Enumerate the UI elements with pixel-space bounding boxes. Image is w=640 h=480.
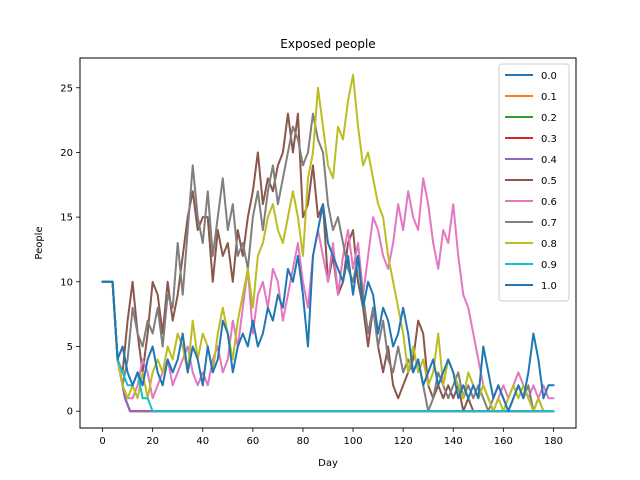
x-axis: 0 20 40 60 80 100 120 140 160 180 [99, 428, 563, 447]
x-tick-label: 60 [246, 436, 259, 447]
legend-label: 0.2 [541, 113, 557, 124]
y-tick-label: 5 [67, 342, 73, 353]
legend: 0.0 0.1 0.2 0.3 0.4 0.5 0.6 0.7 0.8 0.9 1.0 [498, 63, 570, 302]
x-tick-label: 100 [344, 436, 363, 447]
legend-label: 0.9 [541, 260, 557, 271]
legend-frame [498, 63, 570, 302]
legend-label: 0.3 [541, 134, 557, 145]
series-line-1-0 [101, 203, 555, 413]
legend-label: 0.5 [541, 176, 557, 187]
x-tick-label: 160 [494, 436, 513, 447]
y-tick-label: 20 [60, 148, 73, 159]
plot-area [101, 73, 555, 413]
x-tick-label: 180 [544, 436, 563, 447]
x-tick-label: 0 [99, 436, 105, 447]
y-tick-label: 10 [60, 277, 73, 288]
legend-label: 1.0 [541, 281, 557, 292]
series-line-0-7 [101, 112, 555, 413]
series-line-0-6 [101, 177, 555, 413]
x-tick-label: 40 [196, 436, 209, 447]
y-axis-label: People [34, 226, 45, 259]
plot-frame [79, 57, 577, 429]
legend-label: 0.4 [541, 155, 557, 166]
chart-title: Exposed people [280, 37, 375, 51]
x-tick-label: 80 [297, 436, 310, 447]
y-tick-label: 25 [60, 83, 73, 94]
series-line-0-5 [101, 112, 555, 413]
legend-label: 0.7 [541, 218, 557, 229]
legend-label: 0.0 [541, 71, 557, 82]
y-axis: 0 5 10 15 20 25 [60, 83, 80, 418]
legend-label: 0.8 [541, 239, 557, 250]
x-tick-label: 140 [444, 436, 463, 447]
x-axis-label: Day [318, 458, 338, 469]
y-tick-label: 15 [60, 213, 73, 224]
x-tick-label: 20 [146, 436, 159, 447]
x-tick-label: 120 [394, 436, 413, 447]
legend-label: 0.6 [541, 197, 557, 208]
y-tick-label: 0 [67, 407, 73, 418]
legend-label: 0.1 [541, 92, 557, 103]
